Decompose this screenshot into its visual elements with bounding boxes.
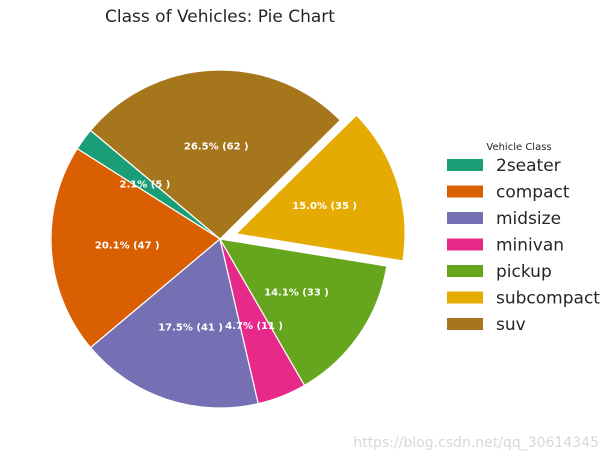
legend-label-compact: compact [496,183,570,203]
legend: Vehicle Class 2seater compact midsize miniv… [447,142,600,335]
legend-swatch-2seater [447,159,483,171]
legend-swatch-subcompact [447,291,483,304]
legend-label-subcompact: subcompact [496,289,600,309]
legend-label-midsize: midsize [496,209,561,229]
pie-slice-suv [89,69,342,240]
legend-label-minivan: minivan [496,236,564,256]
pie-slice-midsize [89,237,259,409]
slice-label-pickup: 14.1% (33 ) [264,287,329,298]
legend-swatch-pickup [447,265,483,277]
chart-title: Class of Vehicles: Pie Chart [105,7,335,27]
legend-label-2seater: 2seater [496,156,561,176]
pie-slice-labels: 2.1% (5 ) 20.1% (47 ) 17.5% (41 ) 4.7% (11 … [95,142,357,334]
legend-title: Vehicle Class [486,142,551,153]
legend-swatch-suv [447,318,483,330]
slice-label-subcompact: 15.0% (35 ) [292,201,357,212]
pie-slice-compact [50,147,222,349]
legend-label-pickup: pickup [496,262,552,282]
legend-label-suv: suv [496,315,526,335]
legend-swatch-compact [447,185,483,198]
slice-label-suv: 26.5% (62 ) [184,142,249,153]
slice-label-compact: 20.1% (47 ) [95,241,160,252]
slice-label-2seater: 2.1% (5 ) [120,180,171,191]
pie-slices [50,69,406,409]
legend-swatch-minivan [447,238,483,251]
legend-swatch-midsize [447,212,483,224]
slice-label-midsize: 17.5% (41 ) [158,323,223,334]
watermark: https://blog.csdn.net/qq_30614345 [353,435,599,451]
slice-label-minivan: 4.7% (11 ) [225,321,283,332]
pie-slice-subcompact [234,114,406,262]
pie-slice-pickup [218,238,388,387]
